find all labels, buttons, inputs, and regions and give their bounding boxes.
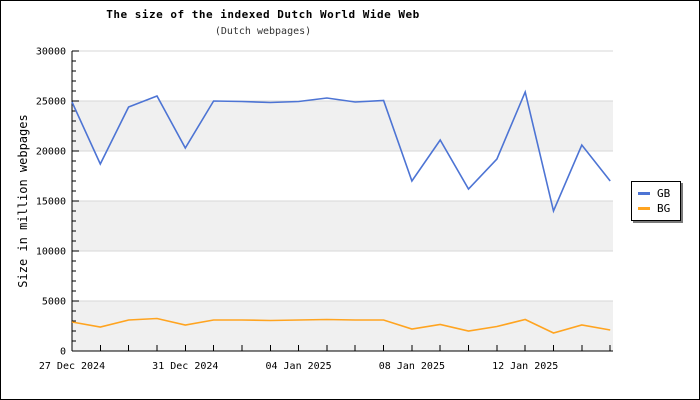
series-gb-line bbox=[71, 89, 611, 214]
chart-title: The size of the indexed Dutch World Wide… bbox=[106, 8, 420, 21]
x-tick-label: 31 Dec 2024 bbox=[152, 361, 218, 372]
x-tick-label: 04 Jan 2025 bbox=[265, 361, 331, 372]
y-tick-label: 15000 bbox=[36, 197, 66, 208]
y-tick-label: 0 bbox=[60, 347, 66, 358]
chart-subtitle: (Dutch webpages) bbox=[214, 26, 312, 37]
x-tick-label: 27 Dec 2024 bbox=[39, 361, 105, 372]
y-tick-label: 30000 bbox=[36, 47, 66, 58]
legend-item-bg: BG bbox=[638, 201, 680, 216]
plot-band bbox=[72, 101, 613, 151]
y-tick-label: 20000 bbox=[36, 147, 66, 158]
y-tick-label: 10000 bbox=[36, 247, 66, 258]
legend-label-gb: GB bbox=[657, 187, 671, 200]
legend: GB BG bbox=[631, 181, 681, 221]
gb-line-swatch bbox=[638, 192, 650, 195]
legend-item-gb: GB bbox=[638, 186, 680, 201]
x-tick-label: 08 Jan 2025 bbox=[379, 361, 445, 372]
plot-band bbox=[72, 201, 613, 251]
x-tick-label: 12 Jan 2025 bbox=[492, 361, 558, 372]
series-bg-line bbox=[71, 317, 611, 334]
plot-band bbox=[72, 301, 613, 351]
y-tick-label: 5000 bbox=[42, 297, 66, 308]
legend-label-bg: BG bbox=[657, 202, 671, 215]
bg-line-swatch bbox=[638, 207, 650, 210]
y-tick-label: 25000 bbox=[36, 97, 66, 108]
